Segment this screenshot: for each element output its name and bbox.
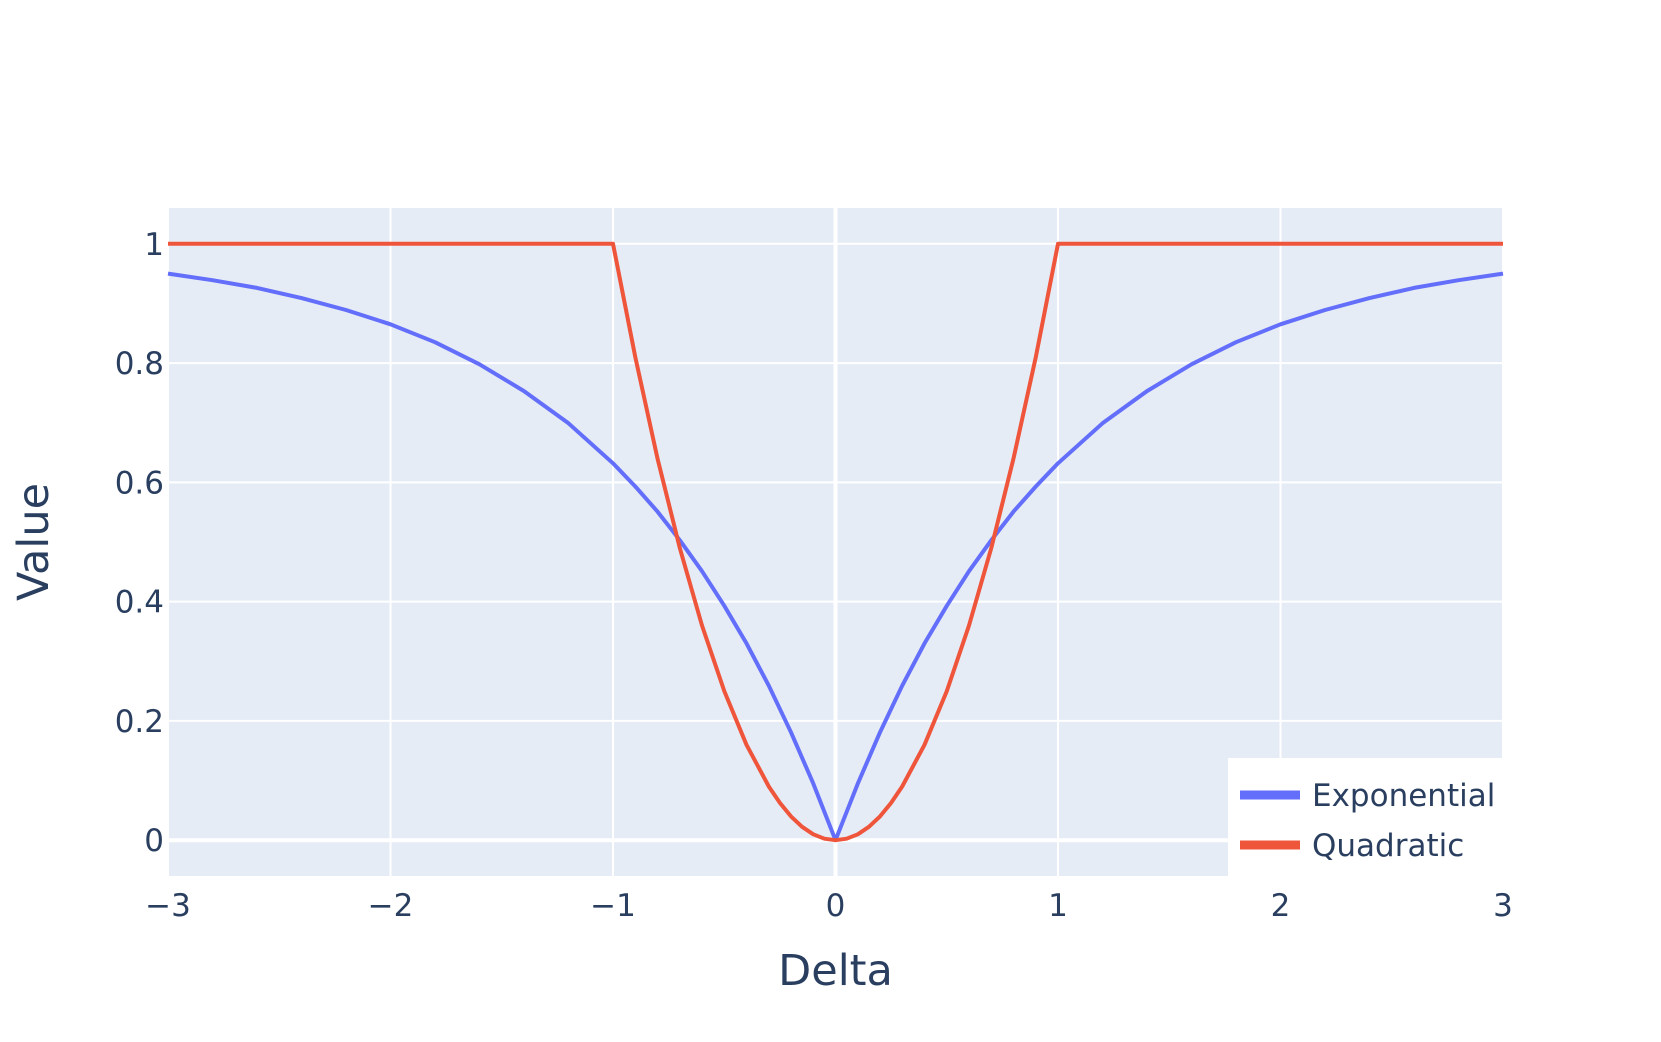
- x-tick-label: 0: [826, 888, 846, 924]
- legend[interactable]: Exponential Quadratic: [1228, 758, 1503, 876]
- x-tick-label: 2: [1271, 888, 1291, 924]
- series-line-quadratic: [168, 241, 1503, 843]
- y-axis-title: Value: [9, 483, 59, 601]
- x-tick-label: −2: [368, 888, 414, 924]
- y-tick-label: 0.6: [115, 465, 164, 501]
- x-tick-label: 3: [1493, 888, 1513, 924]
- x-axis-title: Delta: [778, 946, 893, 996]
- x-tick-label: −1: [590, 888, 636, 924]
- grid-lines: [167, 208, 1504, 876]
- legend-label-exponential[interactable]: Exponential: [1312, 778, 1495, 814]
- series-lines: [167, 241, 1504, 843]
- y-tick-label: 0.2: [115, 704, 164, 740]
- x-tick-label: −3: [145, 888, 191, 924]
- y-tick-label: 0: [144, 823, 164, 859]
- y-axis-ticks: 0 0.2 0.4 0.6 0.8 1: [115, 227, 164, 859]
- y-tick-label: 0.4: [115, 585, 164, 621]
- x-tick-label: 1: [1048, 888, 1068, 924]
- y-tick-label: 0.8: [115, 346, 164, 382]
- legend-box: [1228, 758, 1503, 876]
- legend-label-quadratic[interactable]: Quadratic: [1312, 828, 1464, 864]
- y-tick-label: 1: [144, 227, 164, 263]
- x-axis-ticks: −3 −2 −1 0 1 2 3: [145, 888, 1513, 924]
